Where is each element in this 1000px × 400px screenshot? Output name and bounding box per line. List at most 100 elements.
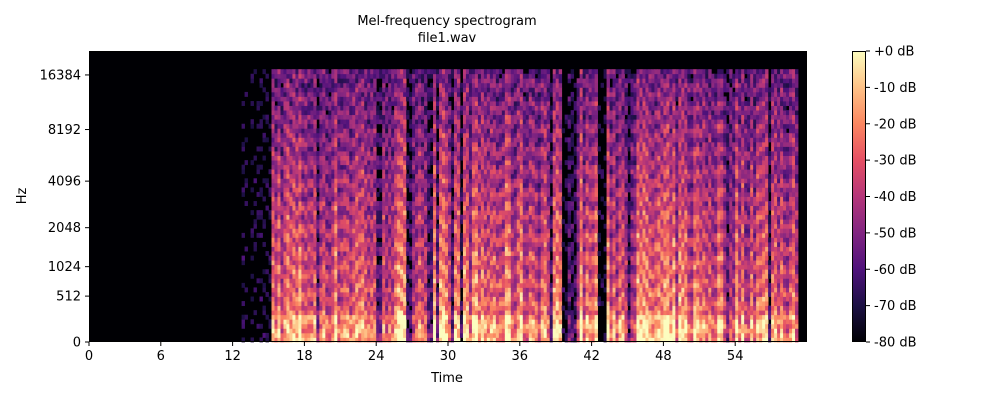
spectrogram-cell	[373, 196, 377, 202]
spectrogram-cell	[361, 141, 365, 147]
spectrogram-cell	[474, 191, 479, 197]
spectrogram-cell	[301, 141, 305, 147]
spectrogram-cell	[459, 173, 464, 179]
spectrogram-cell	[495, 287, 500, 293]
spectrogram-cell	[510, 282, 515, 288]
spectrogram-cell	[498, 119, 503, 125]
spectrogram-cell	[519, 114, 524, 120]
spectrogram-cell	[376, 328, 380, 334]
spectrogram-cell	[436, 146, 440, 152]
spectrogram-cell	[307, 310, 311, 316]
spectrogram-cell	[265, 337, 269, 343]
spectrogram-cell	[382, 241, 386, 247]
spectrogram-cell	[483, 78, 488, 84]
spectrogram-cell	[388, 73, 392, 79]
spectrogram-cell	[274, 219, 278, 225]
spectrogram-cell	[403, 305, 407, 311]
spectrogram-cell	[394, 337, 398, 343]
spectrogram-cell	[468, 182, 473, 188]
spectrogram-cell	[495, 155, 500, 161]
spectrogram-cell	[328, 273, 332, 279]
spectrogram-cell	[468, 301, 473, 307]
spectrogram-cell	[325, 201, 329, 206]
spectrogram-cell	[388, 169, 392, 175]
spectrogram-cell	[471, 314, 476, 320]
spectrogram-cell	[280, 164, 284, 170]
spectrogram-cell	[436, 160, 440, 166]
spectrogram-cell	[439, 173, 443, 179]
spectrogram-cell	[385, 314, 389, 320]
spectrogram-cell	[337, 73, 341, 79]
spectrogram-cell	[334, 169, 338, 175]
spectrogram-cell	[319, 141, 323, 147]
spectrogram-cell	[516, 273, 521, 279]
spectrogram-cell	[418, 101, 422, 106]
spectrogram-cell	[325, 160, 329, 166]
spectrogram-cell	[400, 337, 404, 343]
spectrogram-cell	[385, 296, 389, 302]
spectrogram-cell	[301, 264, 305, 270]
spectrogram-cell	[385, 110, 389, 116]
spectrogram-cell	[471, 246, 476, 252]
spectrogram-cell	[492, 310, 497, 316]
spectrogram-cell	[504, 69, 509, 75]
spectrogram-cell	[519, 228, 524, 234]
spectrogram-cell	[355, 223, 359, 229]
spectrogram-cell	[289, 105, 293, 111]
spectrogram-cell	[328, 291, 332, 297]
spectrogram-cell	[316, 228, 320, 234]
spectrogram-cell	[310, 141, 314, 147]
spectrogram-cell	[442, 114, 446, 120]
spectrogram-cell	[271, 260, 275, 266]
spectrogram-cell	[433, 296, 437, 302]
spectrogram-cell	[283, 255, 287, 261]
spectrogram-cell	[346, 264, 350, 270]
spectrogram-cell	[480, 269, 485, 275]
spectrogram-cell	[310, 246, 314, 252]
spectrogram-cell	[448, 146, 452, 152]
spectrogram-cell	[295, 232, 299, 238]
spectrogram-cell	[424, 69, 428, 75]
spectrogram-cell	[280, 146, 284, 152]
spectrogram-cell	[421, 332, 425, 338]
spectrogram-cell	[418, 301, 422, 307]
spectrogram-cell	[507, 223, 512, 229]
spectrogram-cell	[430, 260, 434, 266]
spectrogram-cell	[385, 96, 389, 102]
spectrogram-cell	[328, 119, 332, 125]
spectrogram-cell	[400, 73, 404, 79]
spectrogram-cell	[301, 73, 305, 79]
spectrogram-cell	[295, 96, 299, 102]
spectrogram-cell	[394, 323, 398, 329]
spectrogram-cell	[358, 91, 362, 97]
spectrogram-cell	[391, 96, 395, 102]
spectrogram-cell	[462, 332, 467, 338]
spectrogram-cell	[459, 241, 464, 247]
spectrogram-cell	[328, 141, 332, 147]
spectrogram-cell	[361, 278, 365, 284]
spectrogram-cell	[352, 228, 356, 234]
spectrogram-cell	[465, 328, 470, 334]
spectrogram-cell	[486, 119, 491, 125]
spectrogram-cell	[259, 296, 263, 302]
spectrogram-cell	[358, 151, 362, 156]
spectrogram-cell	[492, 328, 497, 334]
spectrogram-cell	[346, 273, 350, 279]
spectrogram-cell	[376, 191, 380, 197]
spectrogram-cell	[289, 69, 293, 75]
spectrogram-cell	[385, 255, 389, 261]
spectrogram-cell	[358, 196, 362, 202]
spectrogram-cell	[355, 128, 359, 134]
spectrogram-cell	[462, 232, 467, 238]
spectrogram-cell	[397, 251, 401, 257]
spectrogram-cell	[409, 169, 413, 175]
spectrogram-cell	[504, 123, 509, 129]
spectrogram-cell	[271, 223, 275, 229]
spectrogram-cell	[439, 119, 443, 125]
spectrogram-cell	[304, 187, 308, 193]
spectrogram-cell	[304, 332, 308, 338]
spectrogram-cell	[334, 91, 338, 97]
spectrogram-cell	[424, 146, 428, 152]
spectrogram-cell	[274, 264, 278, 270]
spectrogram-cell	[465, 305, 470, 311]
